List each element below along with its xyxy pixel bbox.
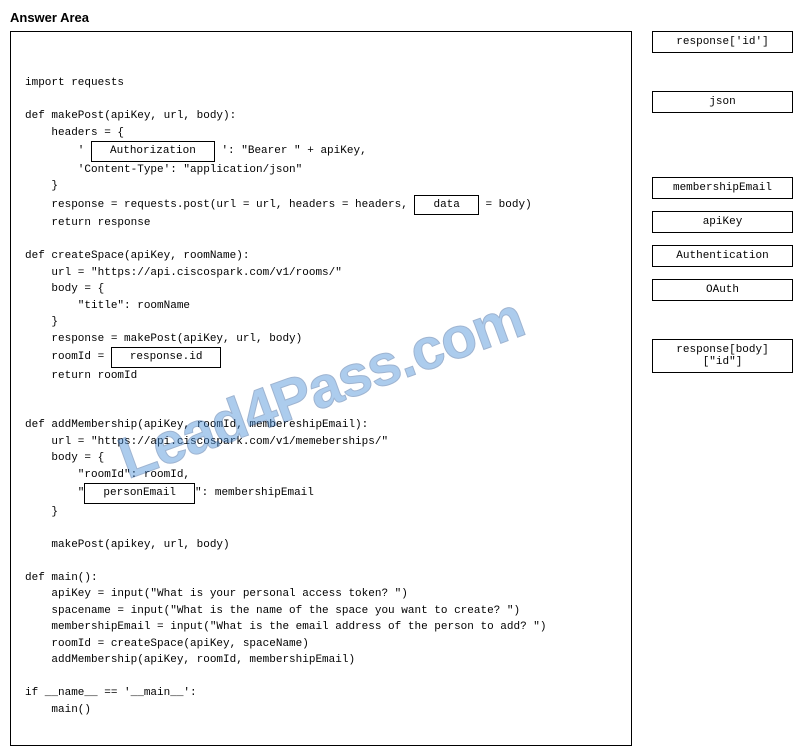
- code-line: return roomId: [25, 370, 137, 382]
- code-line: "title": roomName: [25, 300, 190, 312]
- code-line: }: [25, 506, 58, 518]
- dropzone-data[interactable]: data: [414, 195, 478, 216]
- option-membershipemail[interactable]: membershipEmail: [652, 177, 793, 199]
- option-apikey[interactable]: apiKey: [652, 211, 793, 233]
- code-panel: Lead4Pass.com import requests def makePo…: [10, 31, 632, 746]
- code-line: ': [25, 145, 91, 157]
- code-line: main(): [25, 704, 91, 716]
- code-line: apiKey = input("What is your personal ac…: [25, 588, 408, 600]
- code-line: headers = {: [25, 127, 124, 139]
- code-line: makePost(apikey, url, body): [25, 539, 230, 551]
- dropzone-personemail[interactable]: personEmail: [84, 483, 195, 504]
- option-authentication[interactable]: Authentication: [652, 245, 793, 267]
- code-line: def makePost(apiKey, url, body):: [25, 110, 236, 122]
- code-line: if __name__ == '__main__':: [25, 687, 197, 699]
- code-line: }: [25, 180, 58, 192]
- code-line: url = "https://api.ciscospark.com/v1/mem…: [25, 436, 388, 448]
- code-line: ": [25, 487, 84, 499]
- code-line: def createSpace(apiKey, roomName):: [25, 250, 249, 262]
- code-line: url = "https://api.ciscospark.com/v1/roo…: [25, 267, 342, 279]
- code-line: body = {: [25, 452, 104, 464]
- option-response-id[interactable]: response['id']: [652, 31, 793, 53]
- code-line: response = makePost(apiKey, url, body): [25, 333, 302, 345]
- option-oauth[interactable]: OAuth: [652, 279, 793, 301]
- code-line: ": membershipEmail: [195, 487, 314, 499]
- code-line: body = {: [25, 283, 104, 295]
- options-panel: response['id'] json membershipEmail apiK…: [652, 31, 793, 746]
- code-line: = body): [479, 199, 532, 211]
- code-line: roomId = createSpace(apiKey, spaceName): [25, 638, 309, 650]
- code-line: def addMembership(apiKey, roomId, member…: [25, 419, 368, 431]
- page-title: Answer Area: [10, 10, 793, 25]
- dropzone-authorization[interactable]: Authorization: [91, 141, 215, 162]
- option-json[interactable]: json: [652, 91, 793, 113]
- code-line: import requests: [25, 77, 124, 89]
- code-line: spacename = input("What is the name of t…: [25, 605, 520, 617]
- option-response-body-id[interactable]: response[body]["id"]: [652, 339, 793, 373]
- code-line: "roomId": roomId,: [25, 469, 190, 481]
- code-line: roomId =: [25, 351, 111, 363]
- code-line: response = requests.post(url = url, head…: [25, 199, 414, 211]
- code-line: 'Content-Type': "application/json": [25, 164, 302, 176]
- code-line: return response: [25, 217, 150, 229]
- dropzone-responseid[interactable]: response.id: [111, 347, 222, 368]
- code-line: membershipEmail = input("What is the ema…: [25, 621, 547, 633]
- code-line: ': "Bearer " + apiKey,: [215, 145, 367, 157]
- code-line: }: [25, 316, 58, 328]
- main-container: Lead4Pass.com import requests def makePo…: [10, 31, 793, 746]
- code-line: def main():: [25, 572, 98, 584]
- code-line: addMembership(apiKey, roomId, membership…: [25, 654, 355, 666]
